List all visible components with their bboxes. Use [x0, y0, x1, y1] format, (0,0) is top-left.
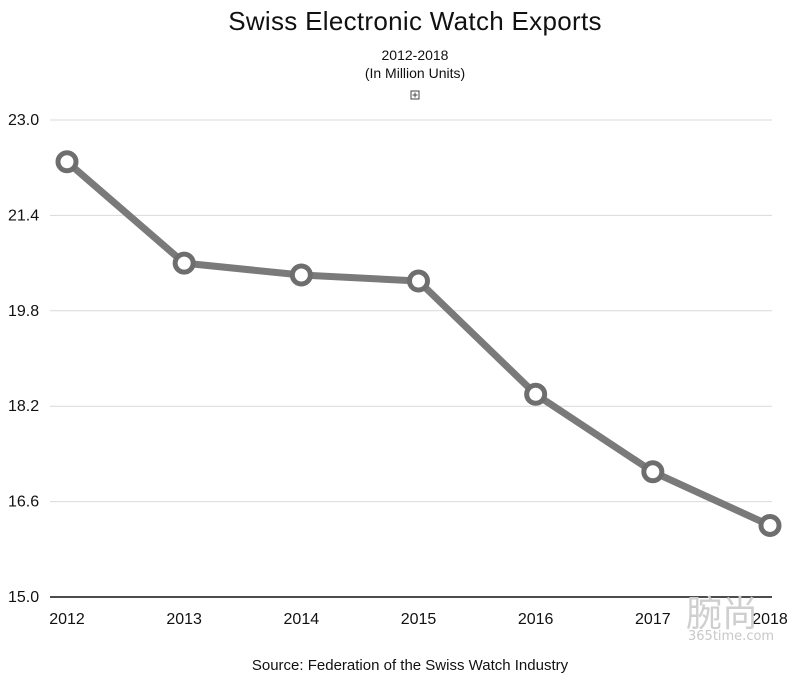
x-tick-label: 2015 — [401, 611, 437, 628]
data-point — [524, 382, 548, 406]
chart-source: Source: Federation of the Swiss Watch In… — [252, 657, 569, 674]
data-point — [289, 263, 313, 287]
chart-subtitle-units: (In Million Units) — [365, 65, 465, 81]
svg-text:腕尚: 腕尚 — [686, 594, 758, 635]
y-tick-label: 16.6 — [8, 494, 39, 511]
chart-title: Swiss Electronic Watch Exports — [228, 6, 602, 36]
data-point — [55, 150, 79, 174]
series — [55, 150, 782, 537]
chart-subtitle-years: 2012-2018 — [382, 47, 449, 63]
x-tick-label: 2012 — [49, 611, 85, 628]
data-point — [172, 251, 196, 275]
data-point — [641, 460, 665, 484]
svg-text:365time.com: 365time.com — [688, 629, 774, 644]
y-axis-ticks: 23.0 21.4 19.8 18.2 16.6 15.0 — [8, 112, 39, 606]
x-tick-label: 2017 — [635, 611, 671, 628]
x-axis-ticks: 2012 2013 2014 2015 2016 2017 2018 — [49, 611, 788, 628]
series-line — [63, 158, 774, 529]
x-tick-label: 2013 — [166, 611, 202, 628]
y-tick-label: 21.4 — [8, 207, 39, 224]
data-point — [407, 269, 430, 293]
y-tick-label: 19.8 — [8, 303, 39, 320]
y-tick-label: 15.0 — [8, 589, 39, 606]
x-tick-label: 2014 — [284, 611, 320, 628]
grid-lines — [50, 119, 772, 503]
x-tick-label: 2016 — [518, 611, 554, 628]
plus-square-icon[interactable] — [410, 90, 420, 100]
y-tick-label: 18.2 — [8, 398, 39, 415]
watermark-logo: 腕尚 365time.com — [686, 594, 774, 644]
data-point — [758, 513, 782, 537]
y-tick-label: 23.0 — [8, 112, 39, 129]
x-tick-label: 2018 — [752, 611, 788, 628]
